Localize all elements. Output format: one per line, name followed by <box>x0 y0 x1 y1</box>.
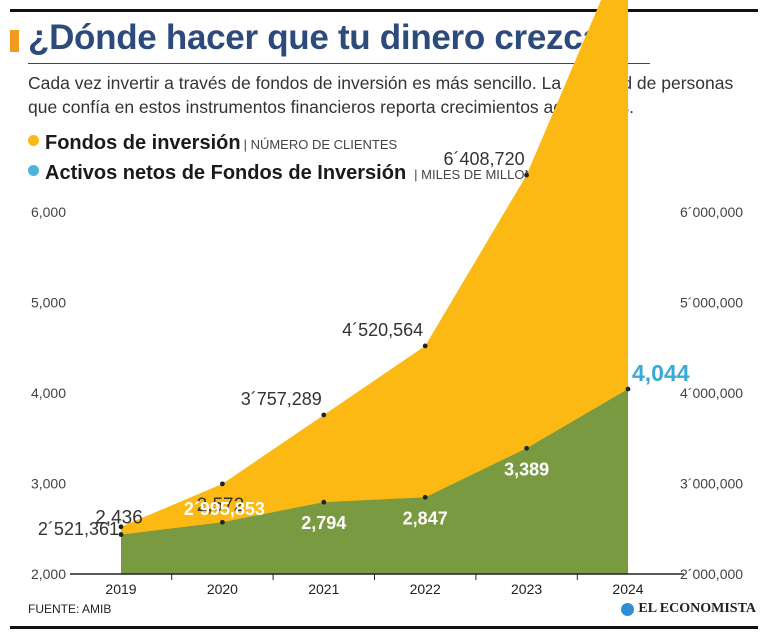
clients-area <box>121 0 628 574</box>
x-axis-tick-label: 2024 <box>612 581 643 597</box>
left-axis-tick-label: 3,000 <box>31 476 66 492</box>
subtitle: Cada vez invertir a través de fondos de … <box>28 73 734 117</box>
clients-point <box>422 343 428 349</box>
clients-data-label: 2´995,853 <box>184 499 265 519</box>
assets-data-label: 2,436 <box>95 508 143 529</box>
brand-icon <box>621 602 635 616</box>
x-axis-tick-label: 2023 <box>511 581 542 597</box>
legend-clients-unit: | NÚMERO DE CLIENTES <box>243 137 398 152</box>
assets-point <box>118 532 124 537</box>
assets-data-label: 2,572 <box>197 495 245 516</box>
clients-data-label: 2´521,361 <box>38 519 119 539</box>
legend-assets-name: Activos netos de Fondos de Inversión <box>45 162 407 184</box>
x-axis-tick-label: 2021 <box>308 581 339 597</box>
clients-data-label: 4´520,564 <box>342 320 423 340</box>
clients-point <box>321 412 327 418</box>
assets-point <box>422 494 428 500</box>
page-title: ¿Dónde hacer que tu dinero crezca? <box>28 18 623 57</box>
right-axis-tick-label: 6´000,000 <box>680 204 743 220</box>
clients-data-label: 6´408,720 <box>444 149 525 169</box>
left-axis-tick-label: 6,000 <box>31 204 66 220</box>
clients-point <box>118 524 124 530</box>
source-note: FUENTE: AMIB <box>28 602 112 616</box>
left-axis-tick-label: 4,000 <box>31 385 66 401</box>
clients-point <box>220 481 225 487</box>
left-axis-tick-label: 2,000 <box>31 566 66 582</box>
assets-point <box>321 499 327 505</box>
legend-clients-dot <box>28 135 39 146</box>
assets-point <box>220 519 225 525</box>
assets-point <box>524 445 529 451</box>
assets-data-label: 2,847 <box>403 508 448 528</box>
x-axis-tick-label: 2020 <box>207 581 238 597</box>
right-axis-tick-label: 3´000,000 <box>680 476 743 492</box>
legend-clients: Fondos de inversión | NÚMERO DE CLIENTES <box>28 132 397 155</box>
legend-assets-dot <box>28 165 39 176</box>
title-underline <box>28 63 650 64</box>
x-axis-tick-label: 2022 <box>410 581 441 597</box>
clients-data-label: 3´757,289 <box>241 389 322 409</box>
right-axis-tick-label: 4´000,000 <box>680 385 743 401</box>
right-axis-tick-label: 2´000,000 <box>680 566 743 582</box>
assets-data-label: 3,389 <box>504 459 549 479</box>
title-accent-bar <box>10 30 19 52</box>
brand-name: EL ECONOMISTA <box>638 601 756 616</box>
assets-data-label: 2,794 <box>301 513 346 533</box>
x-axis-tick-label: 2019 <box>105 581 136 597</box>
assets-area <box>121 389 628 574</box>
brand-logo: EL ECONOMISTA <box>621 601 756 617</box>
right-axis-tick-label: 5´000,000 <box>680 295 743 311</box>
clients-point <box>524 172 529 178</box>
left-axis-tick-label: 5,000 <box>31 295 66 311</box>
bottom-rule <box>10 626 758 629</box>
legend-clients-name: Fondos de inversión <box>45 132 241 154</box>
assets-data-label: 4,044 <box>632 360 690 386</box>
top-rule <box>10 9 758 12</box>
assets-point <box>625 386 631 392</box>
